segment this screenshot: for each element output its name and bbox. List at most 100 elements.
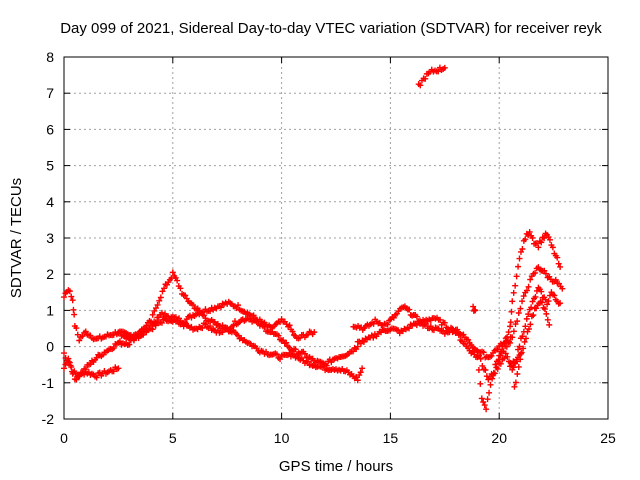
data-point <box>512 282 519 289</box>
data-point <box>510 328 517 335</box>
y-tick-label: 8 <box>46 49 54 65</box>
data-point <box>154 301 161 308</box>
data-point <box>157 294 164 301</box>
series-track-l <box>470 303 479 314</box>
data-point <box>247 315 254 322</box>
data-point <box>508 308 515 315</box>
data-point <box>520 345 527 352</box>
data-point <box>158 309 165 316</box>
data-point <box>79 369 86 376</box>
data-point <box>545 298 552 305</box>
data-point <box>532 293 539 300</box>
data-point <box>110 344 117 351</box>
data-point <box>110 368 117 375</box>
data-point <box>156 297 163 304</box>
data-point <box>557 300 564 307</box>
y-tick-label: 3 <box>46 230 54 246</box>
y-tick-label: 2 <box>46 266 54 282</box>
data-point <box>231 318 238 325</box>
data-point <box>357 340 364 347</box>
data-point <box>353 373 360 380</box>
data-point <box>207 323 214 330</box>
data-point <box>350 348 357 355</box>
data-point <box>73 325 80 332</box>
data-point <box>82 328 89 335</box>
data-point <box>67 362 74 369</box>
data-point <box>514 370 521 377</box>
data-point <box>152 319 159 326</box>
data-point <box>152 305 159 312</box>
data-point <box>435 68 442 75</box>
data-point <box>74 331 81 338</box>
data-point <box>513 273 520 280</box>
data-point <box>519 333 526 340</box>
data-point <box>207 308 214 315</box>
data-point <box>518 349 525 356</box>
data-point <box>61 294 67 301</box>
data-point <box>283 339 290 346</box>
data-point <box>126 341 133 348</box>
y-tick-label: 0 <box>46 339 54 355</box>
data-point <box>559 285 566 292</box>
data-point <box>406 306 413 313</box>
data-point <box>448 324 455 331</box>
data-point <box>149 311 156 318</box>
data-point <box>514 318 521 325</box>
data-point <box>66 288 73 295</box>
data-point <box>255 318 262 325</box>
data-point <box>523 287 530 294</box>
data-point <box>359 365 366 372</box>
data-point <box>509 298 516 305</box>
data-point <box>517 356 524 363</box>
data-point <box>519 298 526 305</box>
data-point <box>69 297 76 304</box>
data-point <box>486 389 493 396</box>
data-point <box>538 239 545 246</box>
data-point <box>422 75 429 82</box>
data-point <box>116 338 123 345</box>
data-point <box>551 292 558 299</box>
data-point <box>505 329 512 336</box>
data-point <box>527 321 534 328</box>
data-point <box>501 355 508 362</box>
data-point <box>542 270 549 277</box>
series-track-g <box>415 64 448 89</box>
data-point <box>480 399 487 406</box>
data-point <box>505 338 512 345</box>
data-point <box>525 232 532 239</box>
y-axis-label: SDTVAR / TECUs <box>8 178 25 298</box>
axis-ticks: 0 5 10 15 20 25 -2 -1 0 1 2 3 4 5 6 7 8 <box>42 49 616 446</box>
data-point <box>543 310 550 317</box>
data-point <box>70 306 77 313</box>
data-point <box>507 323 514 330</box>
data-point <box>441 319 448 326</box>
data-point <box>525 311 532 318</box>
data-point <box>480 349 487 356</box>
data-point <box>275 332 282 339</box>
data-point <box>512 379 519 386</box>
data-point <box>522 236 529 243</box>
data-point <box>489 375 496 382</box>
data-point <box>490 369 497 376</box>
data-point <box>557 263 564 270</box>
data-point <box>82 366 89 373</box>
data-point <box>286 322 293 329</box>
x-tick-label: 20 <box>491 430 507 446</box>
data-point <box>522 323 529 330</box>
data-point <box>546 321 553 328</box>
data-point <box>87 361 94 368</box>
x-tick-label: 5 <box>169 430 177 446</box>
series-track-d <box>115 309 361 369</box>
data-point <box>483 406 490 413</box>
data-point <box>360 338 367 345</box>
data-point <box>357 369 364 376</box>
data-point <box>544 301 551 308</box>
data-point <box>159 288 166 295</box>
data-point <box>482 367 489 374</box>
data-point <box>497 348 504 355</box>
data-point <box>479 362 486 369</box>
data-point <box>71 311 78 318</box>
data-point <box>470 303 477 310</box>
y-tick-label: 5 <box>46 158 54 174</box>
data-point <box>177 285 184 292</box>
